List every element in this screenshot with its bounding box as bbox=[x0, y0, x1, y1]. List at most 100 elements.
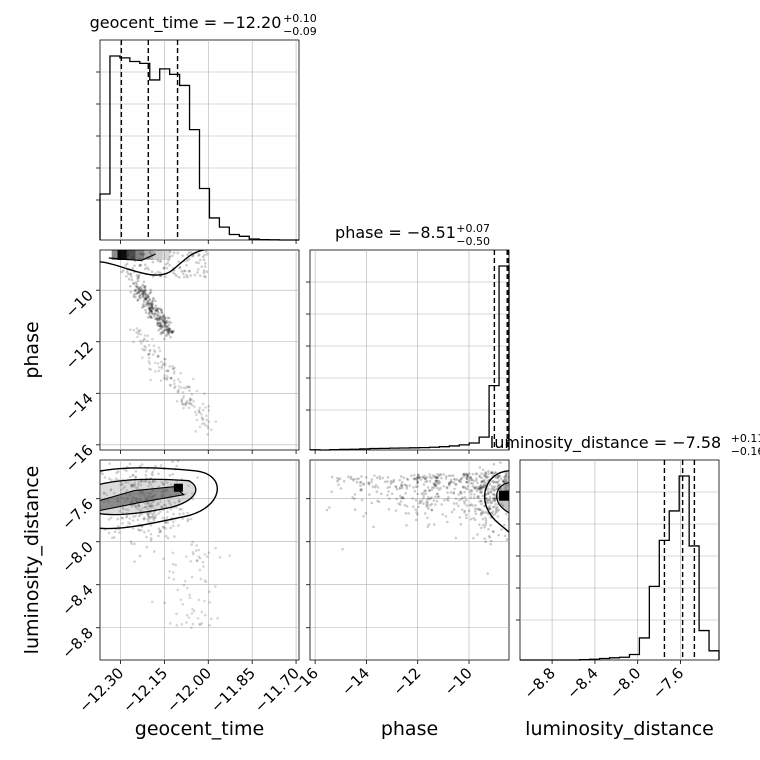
sample-point bbox=[171, 562, 175, 566]
sample-point bbox=[485, 498, 489, 501]
sample-point bbox=[140, 463, 144, 466]
sample-point bbox=[168, 473, 172, 477]
sample-point bbox=[404, 492, 407, 495]
sample-point bbox=[162, 329, 165, 333]
sample-point bbox=[487, 492, 491, 496]
sample-point bbox=[181, 396, 185, 400]
sample-point bbox=[406, 478, 410, 481]
sample-point bbox=[100, 491, 101, 494]
sample-point bbox=[151, 307, 155, 310]
sample-point bbox=[483, 537, 487, 541]
sample-point bbox=[135, 504, 138, 508]
sample-point bbox=[430, 502, 434, 506]
sample-point bbox=[395, 497, 398, 501]
sample-point bbox=[97, 497, 100, 500]
sample-point bbox=[176, 588, 180, 592]
sample-point bbox=[166, 327, 169, 331]
sample-point bbox=[101, 472, 104, 476]
sample-point bbox=[428, 480, 432, 483]
sample-point bbox=[173, 272, 177, 276]
sample-point bbox=[141, 295, 145, 299]
sample-point bbox=[134, 288, 138, 292]
sample-point bbox=[509, 485, 512, 488]
sample-point bbox=[191, 608, 194, 611]
sample-point bbox=[152, 519, 156, 522]
sample-point bbox=[143, 337, 146, 341]
sample-point bbox=[425, 479, 429, 483]
sample-point bbox=[426, 486, 430, 489]
sample-point bbox=[153, 315, 156, 318]
sample-point bbox=[156, 324, 160, 328]
sample-point bbox=[134, 289, 138, 293]
sample-point bbox=[184, 402, 188, 406]
sample-point bbox=[172, 251, 176, 255]
sample-point bbox=[157, 328, 160, 332]
sample-point bbox=[421, 476, 425, 480]
sample-point bbox=[424, 480, 427, 484]
sample-point bbox=[164, 321, 168, 325]
sample-point bbox=[444, 477, 448, 480]
sample-point bbox=[436, 486, 439, 490]
sample-point bbox=[163, 601, 166, 605]
sample-point bbox=[121, 516, 125, 520]
sample-point bbox=[133, 481, 137, 485]
sample-point bbox=[484, 473, 488, 476]
sample-point bbox=[214, 420, 218, 423]
sample-point bbox=[201, 417, 205, 420]
sample-point bbox=[136, 277, 139, 280]
sample-point bbox=[505, 472, 509, 475]
sample-point bbox=[130, 484, 134, 488]
sample-point bbox=[155, 308, 158, 311]
sample-point bbox=[489, 501, 492, 504]
sample-point bbox=[481, 510, 485, 513]
sample-point bbox=[438, 481, 442, 484]
sample-point bbox=[493, 505, 496, 509]
sample-point bbox=[416, 513, 419, 516]
sample-point bbox=[150, 506, 153, 510]
sample-point bbox=[429, 497, 432, 500]
sample-point bbox=[156, 362, 160, 365]
sample-point bbox=[484, 475, 487, 479]
y-tick-label: −8.8 bbox=[58, 624, 96, 662]
sample-point bbox=[151, 311, 154, 315]
sample-point bbox=[486, 491, 490, 495]
sample-point bbox=[158, 316, 162, 319]
sample-point bbox=[186, 385, 189, 388]
sample-point bbox=[148, 367, 151, 371]
sample-point bbox=[495, 507, 498, 510]
sample-point bbox=[477, 486, 480, 489]
sample-point bbox=[480, 472, 483, 475]
sample-point bbox=[164, 321, 167, 324]
sample-point bbox=[164, 263, 168, 266]
sample-point bbox=[142, 479, 145, 483]
sample-point bbox=[165, 369, 168, 373]
sample-point bbox=[178, 380, 182, 384]
sample-point bbox=[144, 292, 148, 296]
sample-point bbox=[147, 360, 151, 363]
sample-point bbox=[157, 346, 161, 349]
sample-point bbox=[395, 487, 399, 491]
sample-point bbox=[411, 497, 414, 500]
sample-point bbox=[166, 375, 169, 378]
sample-point bbox=[180, 398, 183, 401]
sample-point bbox=[180, 399, 184, 403]
sample-point bbox=[479, 486, 483, 489]
sample-point bbox=[487, 534, 491, 538]
sample-point bbox=[378, 475, 381, 478]
sample-point bbox=[131, 484, 134, 488]
sample-point bbox=[191, 497, 195, 501]
sample-point bbox=[493, 499, 496, 502]
sample-point bbox=[147, 307, 151, 310]
sample-point bbox=[131, 266, 135, 270]
sample-point bbox=[414, 477, 417, 480]
sample-point bbox=[457, 493, 460, 496]
sample-point bbox=[158, 322, 162, 326]
sample-point bbox=[150, 302, 153, 306]
sample-point bbox=[150, 306, 154, 310]
sample-point bbox=[147, 504, 151, 507]
sample-point bbox=[131, 473, 135, 477]
sample-point bbox=[110, 478, 113, 482]
sample-point bbox=[191, 254, 194, 258]
sample-point bbox=[134, 506, 138, 509]
title-lower-error: −0.09 bbox=[283, 25, 317, 38]
